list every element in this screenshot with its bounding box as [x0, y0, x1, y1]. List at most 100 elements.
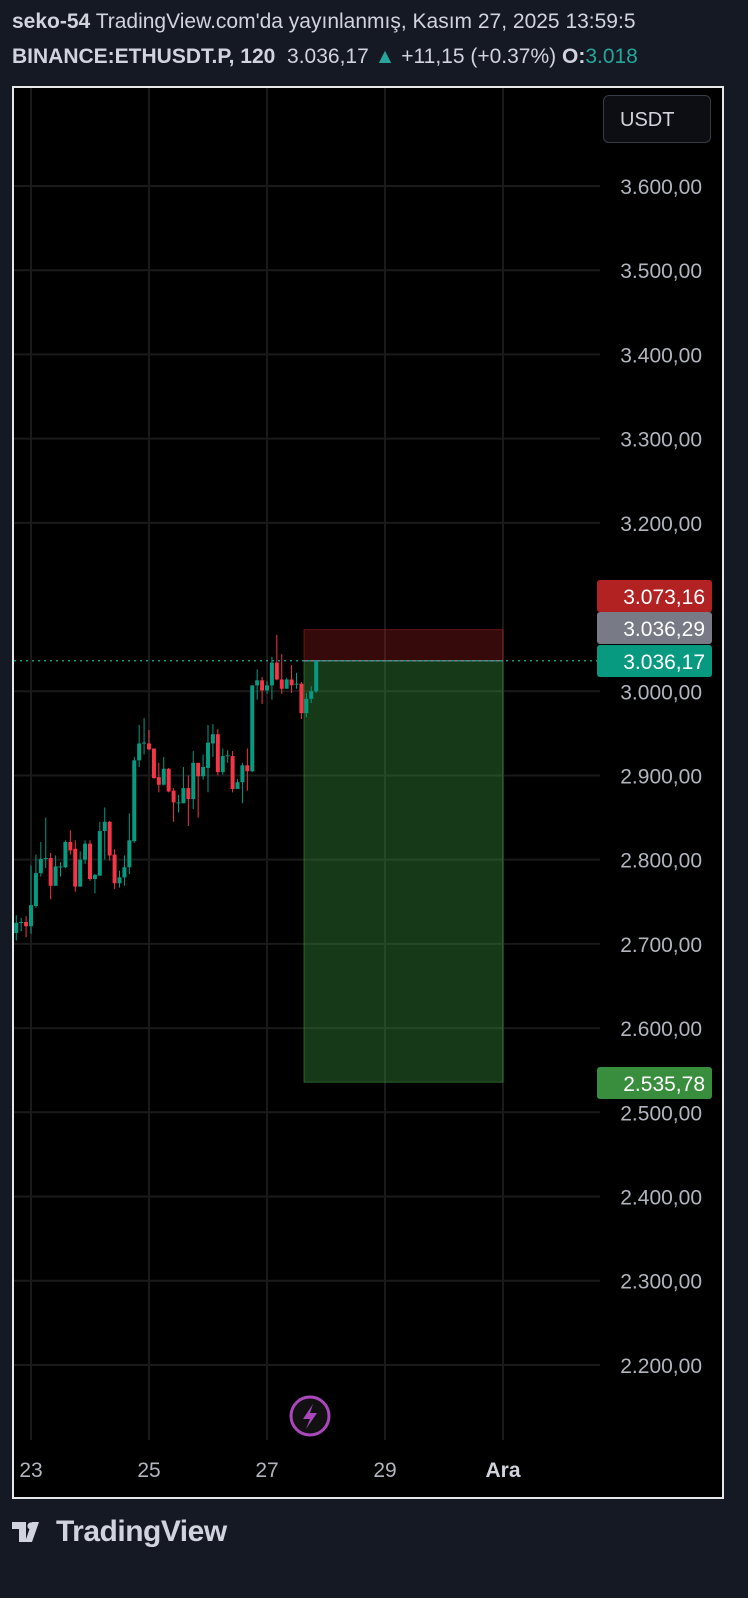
triangle-up-icon: ▲: [374, 45, 396, 68]
y-tick-label: 2.800,00: [620, 850, 702, 873]
candle-body: [265, 685, 269, 691]
candle-body: [250, 685, 255, 772]
y-tick-label: 2.600,00: [620, 1018, 702, 1041]
candle-body: [151, 748, 156, 778]
candle-body: [220, 756, 225, 773]
published-text: TradingView.com'da yayınlanmış, Kasım 27…: [95, 10, 636, 33]
open-value: 3.018: [585, 45, 638, 68]
candle-body: [78, 859, 83, 887]
candle-body: [210, 734, 215, 744]
publish-line: seko-54 TradingView.com'da yayınlanmış, …: [12, 10, 636, 34]
candle-body: [166, 768, 171, 792]
candle-body: [255, 680, 260, 686]
candle-body: [176, 802, 181, 804]
candle-body: [53, 866, 58, 886]
candle-body: [19, 921, 24, 923]
x-tick-label: 25: [137, 1459, 160, 1482]
lightning-bolt-icon: [303, 1404, 317, 1429]
candle-body: [29, 905, 33, 927]
currency-button[interactable]: USDT: [603, 95, 711, 143]
stop-zone: [303, 629, 504, 662]
last-price: 3.036,17: [287, 45, 369, 68]
candle-body: [38, 858, 43, 874]
candle-body: [225, 755, 230, 757]
candle-body: [137, 743, 142, 761]
price-label-text: 3.073,16: [623, 586, 705, 609]
candle-body: [279, 679, 284, 689]
candle-body: [186, 788, 191, 800]
candle-body: [92, 874, 97, 880]
tradingview-logo[interactable]: TradingView: [12, 1515, 227, 1549]
candle-body: [309, 691, 314, 699]
y-tick-label: 3.000,00: [620, 681, 702, 704]
candle-body: [304, 698, 309, 714]
chart-frame[interactable]: [12, 86, 724, 1499]
change: +11,15 (+0.37%): [401, 45, 557, 68]
y-tick-label: 3.500,00: [620, 260, 702, 283]
candle-body: [171, 790, 176, 803]
open-label: O:: [561, 45, 586, 68]
candle-body: [161, 768, 166, 785]
symbol-line: BINANCE:ETHUSDT.P, 120 3.036,17 ▲ +11,15…: [12, 45, 638, 69]
y-tick-label: 3.300,00: [620, 429, 702, 452]
candle-body: [97, 831, 102, 876]
candle-body: [245, 765, 250, 772]
candle-body: [230, 756, 235, 789]
x-tick-label: 23: [19, 1459, 42, 1482]
brand-text: TradingView: [56, 1515, 227, 1548]
y-tick-label: 2.900,00: [620, 765, 702, 788]
candle-body: [269, 662, 274, 686]
y-tick-label: 2.400,00: [620, 1187, 702, 1210]
price-label-last: [597, 645, 712, 677]
candle-body: [58, 866, 63, 868]
candle-body: [63, 841, 68, 868]
candle-body: [294, 683, 299, 685]
price-label-text: 2.535,78: [623, 1073, 705, 1096]
x-tick-label: Ara: [485, 1459, 520, 1482]
price-label-target: [597, 1067, 712, 1099]
y-tick-label: 2.700,00: [620, 934, 702, 957]
candle-body: [206, 742, 210, 768]
candle-body: [215, 734, 220, 773]
x-tick-label: 27: [255, 1459, 278, 1482]
y-tick-label: 3.600,00: [620, 176, 702, 199]
candle-body: [132, 760, 137, 842]
candle-body: [102, 821, 107, 832]
candle-body: [191, 762, 196, 800]
price-label-text: 3.036,17: [623, 651, 705, 674]
x-tick-label: 29: [373, 1459, 396, 1482]
candle-body: [112, 854, 117, 884]
candle-body: [274, 662, 279, 680]
candle-body: [48, 857, 53, 886]
candle-body: [289, 679, 294, 686]
candle-body: [33, 873, 38, 906]
candle-body: [156, 777, 161, 785]
price-label-entry: [597, 612, 712, 644]
y-tick-label: 2.500,00: [620, 1102, 702, 1125]
candle-body: [107, 821, 112, 856]
symbol: BINANCE:ETHUSDT.P, 120: [12, 45, 276, 68]
candle-body: [14, 922, 19, 933]
candle-body: [299, 683, 304, 714]
candle-body: [43, 857, 48, 859]
candle-body: [201, 767, 206, 777]
candle-body: [284, 679, 289, 689]
price-label-text: 3.036,29: [623, 618, 705, 641]
y-tick-label: 3.400,00: [620, 344, 702, 367]
candle-body: [260, 680, 265, 691]
candle-body: [240, 765, 245, 783]
y-tick-label: 2.300,00: [620, 1271, 702, 1294]
candle-body: [127, 840, 132, 868]
candle-body: [147, 743, 151, 750]
y-tick-label: 3.200,00: [620, 513, 702, 536]
candle-body: [196, 762, 201, 777]
author: seko-54: [12, 10, 91, 33]
candle-body: [181, 788, 186, 804]
price-label-stop: [597, 580, 712, 612]
candle-body: [235, 782, 240, 789]
candle-body: [314, 660, 319, 692]
y-tick-label: 2.200,00: [620, 1355, 702, 1378]
candle-body: [83, 843, 88, 860]
candle-body: [117, 877, 122, 884]
